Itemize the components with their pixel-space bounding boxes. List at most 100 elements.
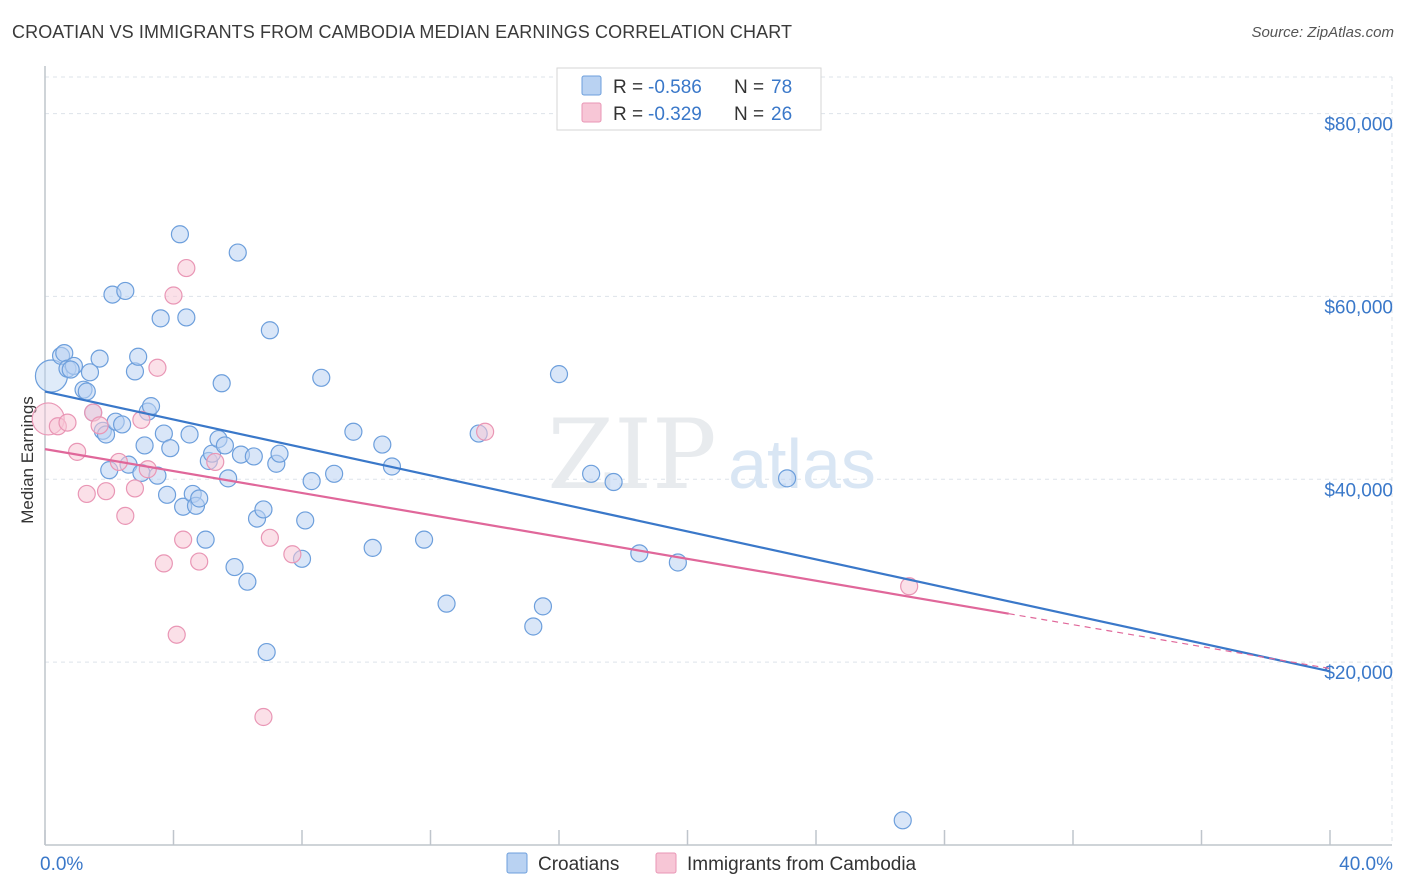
croatians-point	[312, 368, 331, 387]
croatians-point	[112, 415, 132, 434]
croatians-point	[363, 538, 382, 557]
croatians-point	[893, 811, 912, 830]
legend-r-value-1: -0.586	[648, 77, 702, 98]
croatians-point	[61, 360, 80, 379]
croatians-point	[190, 489, 209, 508]
croatians-point	[116, 281, 135, 301]
cambodia-point	[96, 482, 116, 501]
croatians-point	[533, 597, 553, 616]
legend-r-label-1: R =	[613, 77, 643, 98]
cambodia-point	[900, 577, 919, 596]
legend-swatch-blue	[581, 75, 602, 96]
croatians-point	[228, 243, 247, 262]
cambodia-point	[58, 413, 77, 432]
croatians-point	[80, 363, 100, 382]
croatians-point	[225, 557, 244, 577]
chart-title: CROATIAN VS IMMIGRANTS FROM CAMBODIA MED…	[12, 22, 793, 42]
legend-r-value-2: -0.329	[648, 104, 702, 125]
cambodia-point	[260, 528, 279, 547]
croatians-point	[344, 422, 363, 441]
croatians-point	[151, 309, 170, 328]
cambodia-point	[77, 484, 96, 504]
croatians-point	[524, 617, 543, 636]
legend-n-value-2: 26	[771, 104, 792, 125]
watermark-atlas: atlas	[728, 425, 876, 503]
cambodia-point	[206, 452, 225, 472]
watermark: ZIP atlas	[547, 399, 876, 511]
legend-croatians-label: Croatians	[538, 854, 619, 875]
x-tick-labels: 0.0% 40.0%	[40, 854, 1393, 875]
croatians-point	[270, 444, 289, 463]
cambodia-point	[177, 258, 196, 278]
croatians-point	[254, 500, 273, 519]
cambodia-trend-extension	[1008, 613, 1331, 670]
croatians-point	[582, 464, 601, 483]
croatians-point	[296, 511, 315, 530]
croatians-point	[90, 349, 109, 368]
croatians-point	[180, 425, 199, 444]
x-tick-label: 40.0%	[1339, 854, 1393, 875]
cambodia-trend-line	[44, 448, 1009, 615]
legend-cambodia-swatch	[655, 852, 677, 874]
legend-r-label-2: R =	[613, 104, 643, 125]
cambodia-point	[283, 545, 302, 564]
croatians-point	[244, 447, 263, 466]
cambodia-point	[138, 460, 157, 479]
croatians-point	[125, 362, 145, 381]
x-tick-label: 0.0%	[40, 854, 83, 875]
croatians-point	[129, 347, 148, 366]
y-tick-label: $20,000	[1324, 663, 1393, 684]
croatians-point	[161, 439, 180, 458]
croatians-point	[437, 594, 456, 613]
croatians-point	[325, 464, 344, 483]
croatians-point	[212, 374, 231, 393]
croatians-point	[135, 436, 154, 455]
y-tick-label: $40,000	[1324, 480, 1393, 501]
croatians-point	[157, 485, 177, 504]
legend-croatians-swatch	[506, 852, 528, 874]
croatians-point	[177, 308, 196, 327]
legend-stats: R = -0.586 N = 78 R = -0.329 N = 26	[556, 67, 822, 131]
axes	[44, 66, 1392, 846]
trend-lines	[44, 390, 1331, 673]
watermark-zip: ZIP	[547, 399, 716, 511]
legend-n-label-1: N =	[734, 77, 764, 98]
croatians-point	[77, 382, 96, 401]
source-note: Source: ZipAtlas.com	[1251, 24, 1394, 41]
cambodia-point	[148, 358, 167, 377]
croatians-point	[373, 435, 392, 454]
croatians-point	[414, 530, 434, 549]
croatians-trend-line	[44, 390, 1331, 673]
croatians-point	[257, 642, 276, 662]
legend-n-value-1: 78	[771, 77, 792, 98]
croatians-point	[260, 321, 279, 340]
cambodia-point	[125, 479, 145, 498]
legend-series: Croatians Immigrants from Cambodia	[506, 852, 917, 875]
y-axis-label: Median Earnings	[18, 396, 37, 524]
croatians-point	[604, 472, 623, 492]
croatians-point	[196, 530, 215, 549]
croatians-point	[238, 572, 257, 591]
legend-n-label-2: N =	[734, 104, 764, 125]
croatians-point	[170, 225, 190, 244]
cambodia-point	[116, 506, 135, 525]
cambodia-point	[476, 422, 495, 441]
cambodia-point	[132, 410, 151, 429]
croatians-point	[549, 365, 569, 384]
gridlines	[45, 76, 1393, 845]
y-tick-label: $60,000	[1324, 297, 1393, 318]
legend-cambodia-label: Immigrants from Cambodia	[687, 854, 917, 875]
cambodia-point	[254, 707, 273, 727]
data-points	[31, 225, 919, 830]
cambodia-point	[167, 625, 186, 644]
cambodia-point	[90, 416, 109, 435]
y-tick-labels: $20,000 $40,000 $60,000 $80,000	[1324, 115, 1393, 685]
croatians-point	[302, 472, 321, 491]
legend-swatch-pink	[581, 102, 602, 123]
cambodia-point	[190, 552, 209, 571]
croatians-point	[630, 544, 649, 563]
cambodia-point	[68, 442, 87, 461]
cambodia-point	[174, 530, 193, 549]
cambodia-point	[164, 286, 183, 305]
